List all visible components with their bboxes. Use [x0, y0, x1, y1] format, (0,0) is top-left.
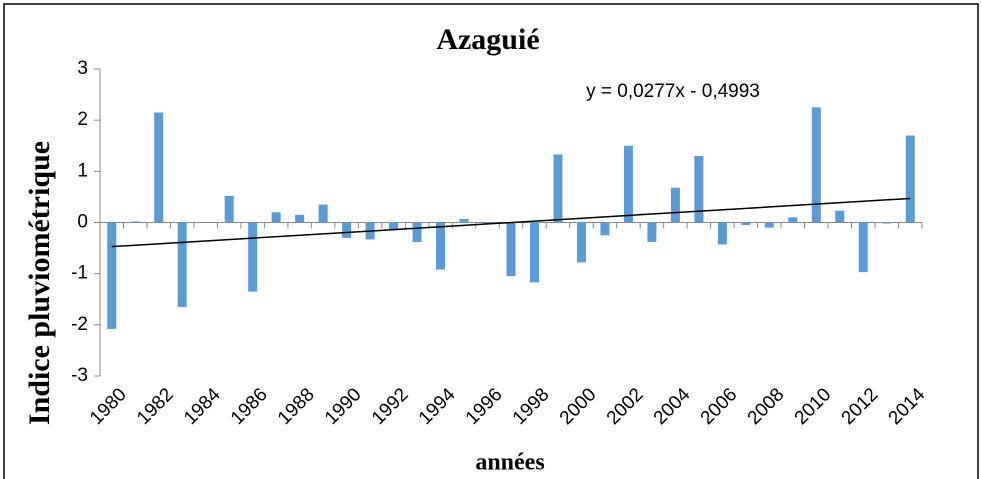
y-tick-label: 3: [77, 58, 88, 79]
x-tick-label: 2004: [650, 384, 695, 429]
x-tick-label: 2014: [885, 384, 930, 429]
bar: [412, 222, 422, 242]
y-tick-label: 1: [77, 160, 88, 181]
x-tick-label: 1986: [227, 384, 272, 429]
bar: [553, 154, 563, 223]
bar: [670, 187, 680, 223]
x-tick-label: 1984: [180, 384, 225, 429]
bar: [107, 222, 117, 329]
bar: [130, 221, 140, 223]
x-tick-label: 1994: [415, 384, 460, 429]
x-tick-label: 2002: [603, 384, 648, 429]
bar: [882, 222, 892, 224]
y-axis-label: Indice pluviométrique: [23, 141, 56, 425]
bar: [389, 222, 399, 231]
bar: [459, 218, 469, 223]
bar: [647, 222, 657, 242]
bar: [858, 222, 868, 273]
frame: [3, 3, 979, 479]
bar: [600, 222, 610, 236]
x-tick-label: 2012: [838, 384, 883, 429]
x-tick-label: 1992: [368, 384, 413, 429]
y-tick-label: 0: [77, 212, 88, 233]
bar: [224, 195, 234, 223]
trend-equation: y = 0,0277x - 0,4993: [586, 81, 760, 102]
bar: [905, 135, 915, 223]
bar: [694, 155, 704, 223]
y-tick-label: -2: [71, 314, 88, 335]
bar: [506, 222, 516, 277]
x-axis-label: années: [475, 450, 544, 476]
bar: [764, 222, 774, 228]
bar: [576, 222, 586, 263]
trend-line: [111, 197, 911, 248]
x-tick-label: 1988: [274, 384, 319, 429]
bar: [177, 222, 187, 307]
bar: [788, 217, 798, 223]
bar: [835, 210, 845, 223]
bar: [248, 222, 258, 292]
x-tick-label: 2000: [556, 384, 601, 429]
x-tick-label: 1982: [133, 384, 178, 429]
bar: [436, 222, 446, 270]
bar: [295, 214, 305, 223]
x-tick-label: 1996: [462, 384, 507, 429]
bar: [483, 222, 493, 224]
y-tick-label: 2: [77, 109, 88, 130]
chart-title: Azaguié: [436, 23, 539, 56]
bar: [717, 222, 727, 245]
x-tick-label: 1980: [86, 384, 131, 429]
bar: [318, 204, 328, 223]
bar: [623, 145, 633, 223]
bar: [529, 222, 539, 283]
x-tick-label: 1998: [509, 384, 554, 429]
bar: [271, 212, 281, 223]
y-tick-label: -3: [71, 365, 88, 386]
x-tick-label: 1990: [321, 384, 366, 429]
bar: [811, 107, 821, 223]
x-tick-label: 2008: [744, 384, 789, 429]
bar: [741, 222, 751, 226]
y-tick-label: -1: [71, 263, 88, 284]
x-tick-label: 2010: [791, 384, 836, 429]
x-tick-label: 2006: [697, 384, 742, 429]
bar: [154, 112, 164, 223]
bar: [342, 222, 352, 238]
